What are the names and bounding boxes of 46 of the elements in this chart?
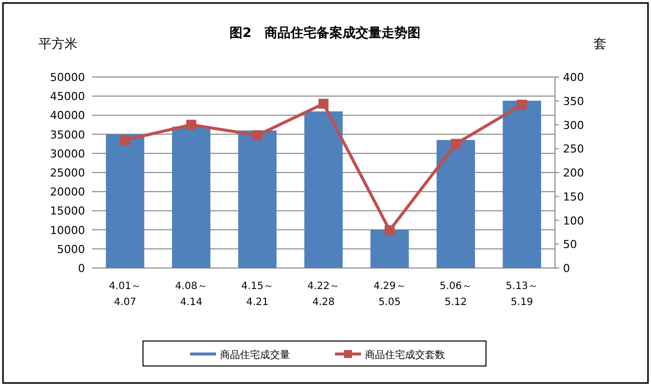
y-tick-label: 20000 <box>50 186 85 199</box>
x-tick-label: 4.29～ 5.05 <box>374 281 406 308</box>
y2-tick-label: 0 <box>563 262 570 275</box>
x-tick-label: 4.08～ 4.14 <box>175 281 208 308</box>
y2-tick-label: 250 <box>563 142 584 156</box>
y-tick-label: 40000 <box>50 109 85 122</box>
y2-tick-label: 300 <box>563 118 584 132</box>
y-tick-label: 25000 <box>50 166 85 180</box>
y-tick-label: 50000 <box>50 71 85 84</box>
bar <box>502 100 542 268</box>
bar <box>304 111 343 268</box>
y-tick-label: 45000 <box>50 90 85 104</box>
point <box>384 225 395 236</box>
y-axis-title: 平方米 <box>38 36 78 52</box>
x-tick-label: 5.06～ 5.12 <box>440 281 472 308</box>
x-tick-label: 5.13～ 5.19 <box>506 281 538 308</box>
y2-axis-title: 套 <box>594 37 606 52</box>
point <box>318 98 328 109</box>
bar <box>370 230 409 268</box>
point <box>120 135 130 146</box>
y-tick-label: 35000 <box>50 128 85 142</box>
bar <box>436 140 475 268</box>
y2-tick-label: 400 <box>563 71 584 84</box>
bar <box>106 134 144 268</box>
chart-title: 图2 商品住宅备案成交量走势图 <box>229 25 421 41</box>
point <box>186 120 196 130</box>
y2-tick-label: 100 <box>563 214 584 228</box>
y-tick-label: 15000 <box>50 204 85 218</box>
point <box>252 130 262 140</box>
point <box>516 100 527 110</box>
y2-tick-label: 150 <box>563 190 584 204</box>
x-tick-label: 4.01～ 4.07 <box>108 281 142 308</box>
legend-label: 商品住宅成交套数 <box>365 349 445 361</box>
y2-tick-label: 50 <box>563 238 577 252</box>
point <box>450 138 461 149</box>
y2-tick-label: 350 <box>563 94 584 108</box>
x-tick-label: 4.15～ 4.21 <box>241 281 274 308</box>
y2-tick-label: 200 <box>563 166 584 180</box>
bar <box>238 130 277 268</box>
legend-label: 商品住宅成交量 <box>220 349 290 361</box>
y-tick-label: 10000 <box>50 224 85 237</box>
y-tick-label: 30000 <box>50 147 85 160</box>
y-tick-label: 5000 <box>57 242 85 256</box>
bar <box>172 126 210 268</box>
x-tick-label: 4.22～ 4.28 <box>307 281 340 308</box>
y-tick-label: 0 <box>78 262 85 275</box>
